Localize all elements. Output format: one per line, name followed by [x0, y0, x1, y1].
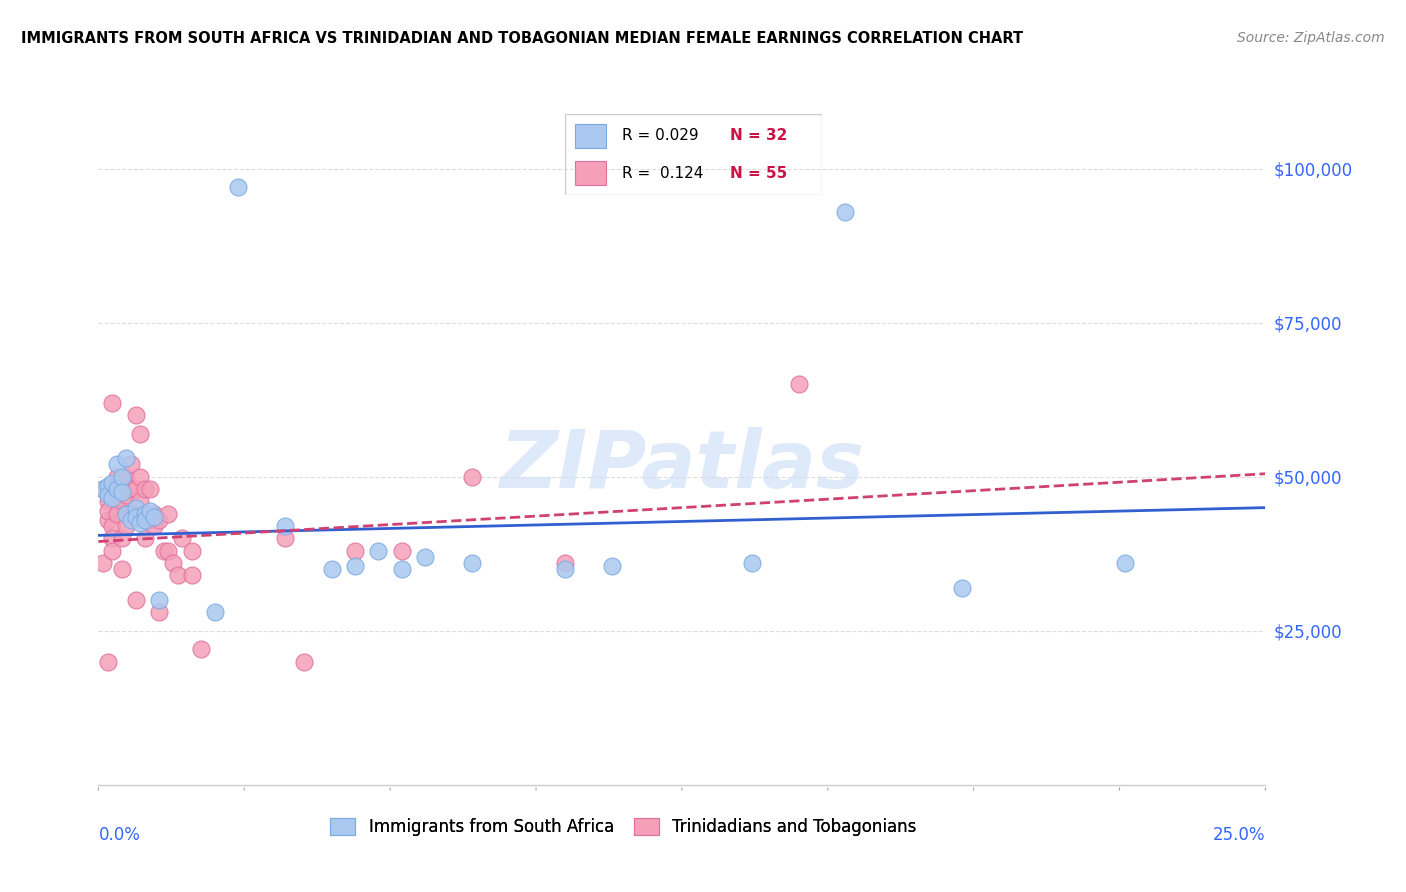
- Point: [554, 562, 576, 576]
- Point: [129, 494, 152, 508]
- Point: [148, 513, 170, 527]
- Text: 25.0%: 25.0%: [1213, 826, 1265, 844]
- Point: [111, 470, 134, 484]
- Point: [834, 204, 856, 219]
- Point: [115, 470, 138, 484]
- Point: [143, 519, 166, 533]
- Point: [105, 458, 128, 472]
- Point: [134, 532, 156, 546]
- Point: [125, 593, 148, 607]
- Point: [125, 509, 148, 524]
- Point: [139, 504, 162, 518]
- Point: [157, 507, 180, 521]
- Point: [120, 513, 142, 527]
- Point: [391, 562, 413, 576]
- Point: [162, 556, 184, 570]
- Point: [391, 543, 413, 558]
- Point: [148, 593, 170, 607]
- Point: [344, 543, 367, 558]
- Text: IMMIGRANTS FROM SOUTH AFRICA VS TRINIDADIAN AND TOBAGONIAN MEDIAN FEMALE EARNING: IMMIGRANTS FROM SOUTH AFRICA VS TRINIDAD…: [21, 31, 1024, 46]
- Point: [120, 507, 142, 521]
- Point: [91, 556, 114, 570]
- Text: Source: ZipAtlas.com: Source: ZipAtlas.com: [1237, 31, 1385, 45]
- Point: [125, 408, 148, 422]
- Point: [292, 655, 315, 669]
- Point: [115, 507, 138, 521]
- Point: [274, 532, 297, 546]
- Point: [787, 377, 810, 392]
- Point: [105, 482, 128, 496]
- Point: [111, 532, 134, 546]
- Point: [115, 507, 138, 521]
- Point: [97, 494, 120, 508]
- Point: [101, 543, 124, 558]
- Point: [101, 491, 124, 506]
- Point: [115, 488, 138, 502]
- Point: [139, 482, 162, 496]
- Point: [105, 482, 128, 496]
- Point: [97, 504, 120, 518]
- Point: [111, 485, 134, 500]
- Point: [228, 180, 250, 194]
- Point: [461, 556, 484, 570]
- Point: [134, 507, 156, 521]
- Point: [172, 532, 194, 546]
- Point: [105, 494, 128, 508]
- Point: [367, 543, 389, 558]
- Point: [91, 482, 114, 496]
- Point: [105, 507, 128, 521]
- Point: [413, 549, 436, 564]
- Point: [125, 482, 148, 496]
- Point: [139, 513, 162, 527]
- Point: [101, 532, 124, 546]
- Point: [152, 543, 174, 558]
- Point: [1114, 556, 1136, 570]
- Point: [157, 543, 180, 558]
- Point: [148, 606, 170, 620]
- Point: [120, 458, 142, 472]
- Point: [166, 568, 188, 582]
- Point: [97, 513, 120, 527]
- Point: [143, 509, 166, 524]
- Point: [97, 488, 120, 502]
- Point: [180, 568, 202, 582]
- Point: [741, 556, 763, 570]
- Point: [129, 516, 152, 530]
- Point: [461, 470, 484, 484]
- Point: [105, 470, 128, 484]
- Point: [134, 482, 156, 496]
- Point: [600, 559, 623, 574]
- Point: [115, 451, 138, 466]
- Legend: Immigrants from South Africa, Trinidadians and Tobagonians: Immigrants from South Africa, Trinidadia…: [322, 810, 925, 845]
- Point: [143, 507, 166, 521]
- Point: [101, 475, 124, 490]
- Point: [274, 519, 297, 533]
- Point: [120, 482, 142, 496]
- Point: [97, 655, 120, 669]
- Text: 0.0%: 0.0%: [98, 826, 141, 844]
- Point: [321, 562, 343, 576]
- Point: [115, 519, 138, 533]
- Point: [111, 562, 134, 576]
- Point: [97, 479, 120, 493]
- Point: [554, 556, 576, 570]
- Point: [101, 519, 124, 533]
- Point: [180, 543, 202, 558]
- Point: [134, 513, 156, 527]
- Point: [129, 426, 152, 441]
- Point: [129, 470, 152, 484]
- Point: [91, 482, 114, 496]
- Point: [101, 396, 124, 410]
- Point: [134, 507, 156, 521]
- Text: ZIPatlas: ZIPatlas: [499, 427, 865, 506]
- Point: [344, 559, 367, 574]
- Point: [125, 500, 148, 515]
- Point: [204, 606, 226, 620]
- Point: [190, 642, 212, 657]
- Point: [111, 494, 134, 508]
- Point: [950, 581, 973, 595]
